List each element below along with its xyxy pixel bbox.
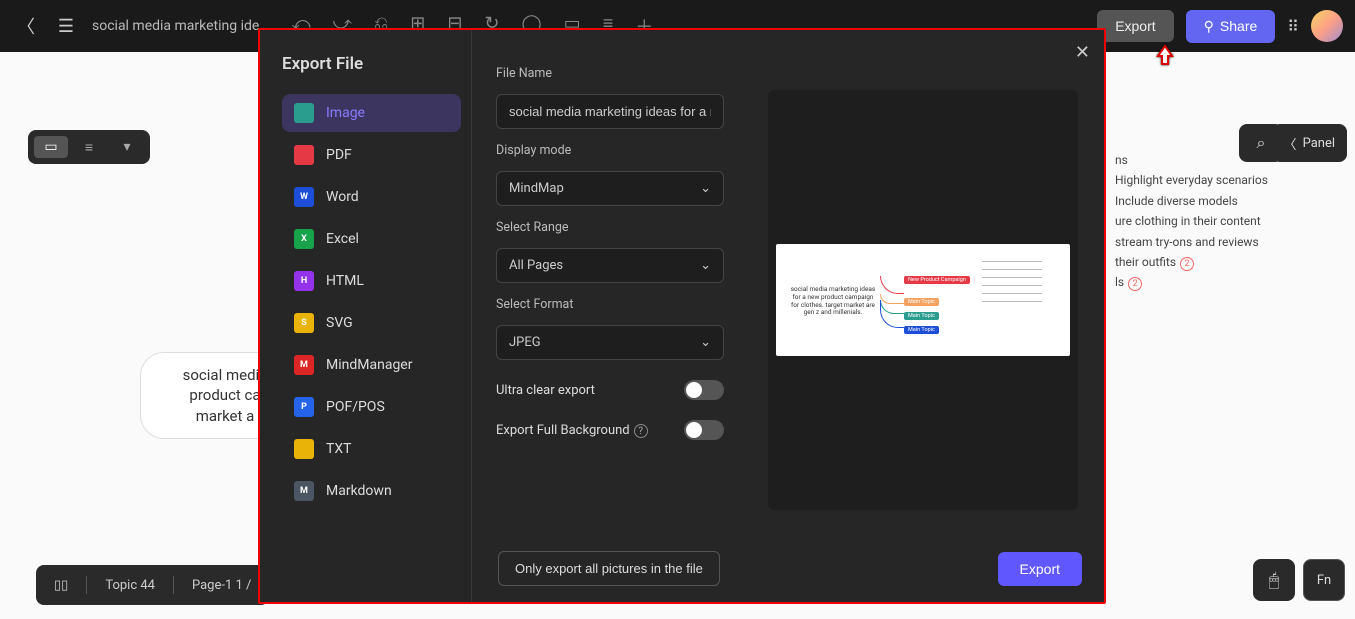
canvas-note: stream try-ons and reviews	[1115, 232, 1335, 252]
share-button[interactable]: ⚲ Share	[1186, 10, 1276, 43]
full-bg-toggle[interactable]	[684, 420, 724, 440]
format-item-txt[interactable]: TXT	[282, 430, 461, 468]
help-icon[interactable]: ?	[634, 424, 648, 438]
preview-box: social media marketing ideas for a new p…	[768, 90, 1078, 510]
format-item-svg[interactable]: S SVG	[282, 304, 461, 342]
only-pictures-button[interactable]: Only export all pictures in the file	[498, 551, 720, 586]
menu-icon[interactable]: ☰	[52, 16, 80, 37]
format-label: HTML	[326, 273, 364, 289]
label-file-name: File Name	[496, 66, 738, 81]
back-icon[interactable]: 〈	[12, 13, 40, 39]
format-label: Markdown	[326, 483, 392, 499]
format-icon: W	[294, 187, 314, 207]
format-label: Excel	[326, 231, 359, 247]
preview-center-text: social media marketing ideas for a new p…	[788, 286, 878, 317]
format-icon: M	[294, 481, 314, 501]
select-range-value: All Pages	[509, 258, 563, 273]
export-confirm-button[interactable]: Export	[998, 552, 1082, 586]
format-item-image[interactable]: Image	[282, 94, 461, 132]
modal-title: Export File	[282, 54, 461, 74]
label-ultra-clear: Ultra clear export	[496, 383, 595, 398]
canvas-note: their outfits2	[1115, 252, 1335, 272]
format-item-word[interactable]: W Word	[282, 178, 461, 216]
format-icon: S	[294, 313, 314, 333]
share-label: Share	[1220, 18, 1257, 34]
format-icon	[294, 145, 314, 165]
format-icon: P	[294, 397, 314, 417]
format-label: Image	[326, 105, 365, 121]
chevron-down-icon: ⌄	[700, 181, 711, 196]
document-title[interactable]: social media marketing ide	[92, 18, 259, 34]
view-seg-list[interactable]: ≡	[72, 136, 106, 158]
status-page[interactable]: Page-1 1 /	[192, 578, 251, 593]
view-switcher: ▭ ≡ ▾	[28, 130, 150, 164]
format-item-markdown[interactable]: M Markdown	[282, 472, 461, 510]
avatar[interactable]	[1311, 10, 1343, 42]
format-item-html[interactable]: H HTML	[282, 262, 461, 300]
chevron-down-icon: ⌄	[700, 258, 711, 273]
view-seg-card[interactable]: ▭	[34, 136, 68, 158]
export-arrow-callout	[1156, 44, 1174, 66]
select-format-select[interactable]: JPEG ⌄	[496, 325, 724, 360]
modal-options: File Name Display mode MindMap ⌄ Select …	[472, 30, 752, 602]
chevron-down-icon: ⌄	[700, 335, 711, 350]
format-item-pofpos[interactable]: P POF/POS	[282, 388, 461, 426]
format-label: MindManager	[326, 357, 412, 373]
format-item-mindmanager[interactable]: M MindManager	[282, 346, 461, 384]
label-select-format: Select Format	[496, 297, 738, 312]
ultra-clear-toggle[interactable]	[684, 380, 724, 400]
label-full-bg: Export Full Background?	[496, 423, 648, 438]
format-label: SVG	[326, 315, 353, 331]
apps-grid-icon[interactable]: ⠿	[1287, 17, 1299, 36]
status-topic[interactable]: Topic 44	[105, 578, 155, 593]
label-select-range: Select Range	[496, 220, 738, 235]
file-name-field[interactable]	[496, 94, 724, 129]
fn-button[interactable]: Fn	[1303, 559, 1345, 601]
format-item-excel[interactable]: X Excel	[282, 220, 461, 258]
label-display-mode: Display mode	[496, 143, 738, 158]
share-icon: ⚲	[1204, 18, 1214, 35]
display-mode-select[interactable]: MindMap ⌄	[496, 171, 724, 206]
note-badge: 2	[1128, 277, 1142, 291]
format-icon: H	[294, 271, 314, 291]
format-label: PDF	[326, 147, 352, 163]
export-button-top[interactable]: Export	[1097, 10, 1173, 42]
format-icon	[294, 439, 314, 459]
panel-label: Panel	[1303, 136, 1335, 151]
view-seg-present[interactable]: ▾	[110, 136, 144, 158]
preview-image: social media marketing ideas for a new p…	[776, 244, 1070, 356]
format-label: Word	[326, 189, 359, 205]
format-label: POF/POS	[326, 399, 385, 415]
format-icon	[294, 103, 314, 123]
canvas-note: ls2	[1115, 272, 1335, 292]
file-name-input[interactable]	[509, 104, 711, 119]
canvas-note: Highlight everyday scenarios	[1115, 170, 1335, 190]
format-item-pdf[interactable]: PDF	[282, 136, 461, 174]
export-modal: ✕ Export File ImagePDFWWordXExcelHHTMLSS…	[258, 28, 1106, 604]
modal-sidebar: Export File Image PDF W Word X Excel H HTML S SVG…	[260, 30, 472, 602]
right-notes: nsHighlight everyday scenariosInclude di…	[1115, 150, 1335, 293]
canvas-note: ure clothing in their content	[1115, 211, 1335, 231]
select-format-value: JPEG	[509, 335, 541, 350]
select-range-select[interactable]: All Pages ⌄	[496, 248, 724, 283]
canvas-note: Include diverse models	[1115, 191, 1335, 211]
center-topic-text: social media product ca market a	[183, 366, 268, 425]
modal-preview-pane: social media marketing ideas for a new p…	[752, 30, 1104, 602]
statusbar: ▯▯ Topic 44 Page-1 1 /	[36, 565, 269, 605]
format-list: Image PDF W Word X Excel H HTML S SVG M MindManager…	[282, 94, 461, 510]
format-icon: M	[294, 355, 314, 375]
format-icon: X	[294, 229, 314, 249]
status-book-icon[interactable]: ▯▯	[54, 578, 68, 593]
mouse-mode-button[interactable]: 🖱	[1253, 559, 1295, 601]
format-label: TXT	[326, 441, 351, 457]
panel-button[interactable]: 〈Panel	[1272, 124, 1347, 162]
note-badge: 2	[1180, 257, 1194, 271]
display-mode-value: MindMap	[509, 181, 564, 196]
